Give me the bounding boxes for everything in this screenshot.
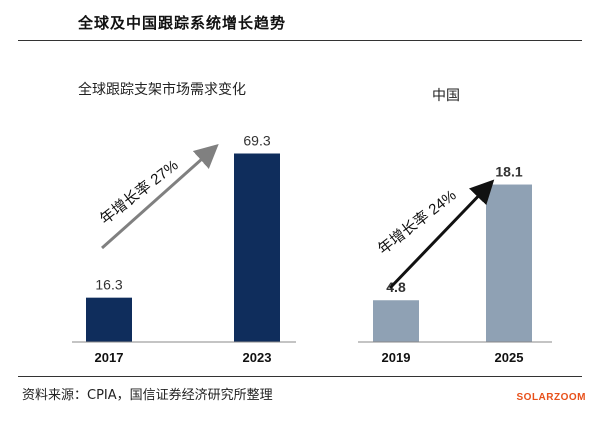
top-divider: [18, 40, 582, 41]
chart-1-growth-arrow: [101, 144, 219, 250]
chart-1-value-label-2023: 69.3: [243, 133, 270, 149]
chart-1-bar-2017: [86, 297, 132, 342]
chart-2-category-label-2019: 2019: [382, 350, 411, 365]
page-title: 全球及中国跟踪系统增长趋势: [78, 14, 287, 32]
chart-1-category-label-2017: 2017: [95, 350, 124, 365]
watermark-logo: SOLARZOOM: [516, 392, 586, 403]
chart-2-value-label-2025: 18.1: [495, 164, 522, 180]
chart-2-title: 中国: [432, 87, 460, 103]
chart-2-category-label-2025: 2025: [495, 350, 524, 365]
bottom-divider: [18, 376, 582, 377]
chart-2-growth-arrow: [388, 179, 495, 290]
chart-2-bar-2025: [486, 184, 532, 342]
chart-2-bar-2019: [373, 300, 419, 342]
chart-1-value-label-2017: 16.3: [95, 277, 122, 293]
chart-2-growth-annotation: 年增长率 24%: [375, 187, 460, 258]
chart-1-growth-annotation: 年增长率 27%: [97, 157, 182, 228]
chart-2-value-label-2019: 4.8: [386, 279, 406, 295]
chart-1-category-label-2023: 2023: [243, 350, 272, 365]
chart-1-bar-2023: [234, 153, 280, 342]
source-note: 资料来源：CPIA，国信证券经济研究所整理: [22, 388, 273, 403]
chart-1-title: 全球跟踪支架市场需求变化: [78, 81, 246, 97]
